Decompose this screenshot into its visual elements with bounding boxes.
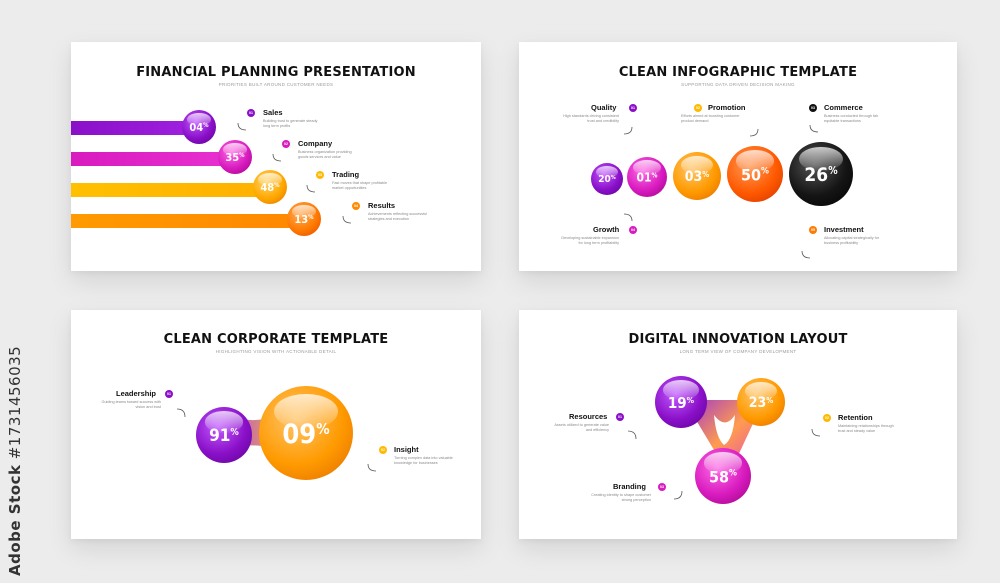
badge-investment: 05 xyxy=(809,226,817,234)
connector-curve xyxy=(306,184,316,193)
label-investment: Investment xyxy=(824,225,864,234)
slide-subtitle: SUPPORTING DATA DRIVEN DECISION MAKING xyxy=(681,82,795,87)
connector-curve xyxy=(342,215,352,224)
sphere-26: 26% xyxy=(789,142,853,206)
connector-curve xyxy=(623,213,633,222)
slide-financial-planning: FINANCIAL PLANNING PRESENTATION PRIORITI… xyxy=(71,42,481,271)
label-branding: Branding xyxy=(613,482,646,491)
slide-title: DIGITAL INNOVATION LAYOUT xyxy=(628,332,848,347)
connector-curve xyxy=(623,126,633,135)
badge-insight: 02 xyxy=(379,446,387,454)
slide-title: FINANCIAL PLANNING PRESENTATION xyxy=(136,65,416,80)
label-sales: Sales xyxy=(263,108,283,117)
desc-sales: Building trust to generate steady long t… xyxy=(263,119,318,128)
label-trading: Trading xyxy=(332,170,360,179)
badge-trading: 03 xyxy=(316,171,324,179)
desc-commerce: Business conducted through fair equitabl… xyxy=(824,114,879,123)
slide-title: CLEAN CORPORATE TEMPLATE xyxy=(163,332,389,347)
label-company: Company xyxy=(298,139,333,148)
sphere-91: 91% xyxy=(196,407,252,463)
stock-watermark-label: Adobe Stock #1731456035 xyxy=(6,336,26,576)
desc-leadership: Guiding teams toward success with vision… xyxy=(101,400,161,409)
label-commerce: Commerce xyxy=(824,103,863,112)
badge-growth: 04 xyxy=(629,226,637,234)
label-insight: Insight xyxy=(394,445,419,454)
desc-quality: High standards driving consistent trust … xyxy=(563,114,619,123)
connector-curve xyxy=(749,128,759,137)
desc-insight: Turning complex data into valuable knowl… xyxy=(394,456,453,465)
connector-curve xyxy=(673,490,683,500)
sphere-20: 20% xyxy=(591,163,623,195)
value-ball-sales: 04% xyxy=(182,110,216,144)
badge-promotion: 02 xyxy=(694,104,702,112)
slide-clean-infographic: CLEAN INFOGRAPHIC TEMPLATE SUPPORTING DA… xyxy=(519,42,957,271)
connector-curve xyxy=(811,428,821,437)
value-ball-trading: 48% xyxy=(253,170,287,204)
connector-curve xyxy=(801,250,811,259)
slide-title: CLEAN INFOGRAPHIC TEMPLATE xyxy=(618,65,858,80)
desc-trading: Fast moves that shape profitable market … xyxy=(332,181,388,190)
desc-company: Business organization providing goods se… xyxy=(298,150,352,159)
value-ball-results: 13% xyxy=(287,202,321,236)
badge-commerce: 03 xyxy=(809,104,817,112)
label-quality: Quality xyxy=(591,103,617,112)
desc-results: Achievements reflecting successful strat… xyxy=(368,212,428,221)
connector-curve xyxy=(627,430,637,440)
desc-retention: Maintaining relationships through trust … xyxy=(838,424,894,433)
slide-clean-corporate: CLEAN CORPORATE TEMPLATE HIGHLIGHTING VI… xyxy=(71,310,481,539)
sphere-50: 50% xyxy=(727,146,783,202)
desc-branding: Creating identity to shape customer stro… xyxy=(591,493,651,502)
slide-subtitle: PRIORITIES BUILT AROUND CUSTOMER NEEDS xyxy=(218,82,334,87)
slide-subtitle: HIGHLIGHTING VISION WITH ACTIONABLE DETA… xyxy=(215,349,337,354)
badge-company: 02 xyxy=(282,140,290,148)
sphere-23: 23% xyxy=(737,378,785,426)
slide-digital-innovation: DIGITAL INNOVATION LAYOUT LONG TERM VIEW… xyxy=(519,310,957,539)
bar-company xyxy=(71,152,233,166)
stock-brand-text: Adobe Stock xyxy=(6,464,24,576)
label-growth: Growth xyxy=(593,225,620,234)
label-resources: Resources xyxy=(569,412,608,421)
badge-leadership: 01 xyxy=(165,390,173,398)
badge-branding: 03 xyxy=(658,483,666,491)
label-leadership: Leadership xyxy=(116,389,157,398)
label-promotion: Promotion xyxy=(708,103,746,112)
sphere-09: 09% xyxy=(259,386,353,480)
connector-curve xyxy=(272,153,282,162)
badge-quality: 01 xyxy=(629,104,637,112)
label-results: Results xyxy=(368,201,396,210)
bar-sales xyxy=(71,121,196,135)
desc-resources: Assets utilized to generate value and ef… xyxy=(554,423,609,432)
label-retention: Retention xyxy=(838,413,873,422)
slide-subtitle: LONG TERM VIEW OF COMPANY DEVELOPMENT xyxy=(679,349,797,354)
connector-curve xyxy=(367,463,377,472)
desc-growth: Developing sustainable expansion for lon… xyxy=(561,236,619,245)
sphere-58: 58% xyxy=(695,448,751,504)
sphere-19: 19% xyxy=(655,376,707,428)
connector-curve xyxy=(809,124,819,133)
value-ball-company: 35% xyxy=(218,140,252,174)
desc-investment: Allocating capital strategically for bus… xyxy=(824,236,880,245)
sphere-01: 01% xyxy=(627,157,667,197)
sphere-03: 03% xyxy=(673,152,721,200)
badge-retention: 02 xyxy=(823,414,831,422)
bar-results xyxy=(71,214,301,228)
connector-curve xyxy=(176,408,186,418)
connector-curve xyxy=(237,122,247,131)
badge-sales: 01 xyxy=(247,109,255,117)
stock-id-text: #1731456035 xyxy=(6,345,24,460)
badge-results: 04 xyxy=(352,202,360,210)
desc-promotion: Efforts aimed at boosting customer produ… xyxy=(681,114,740,123)
badge-resources: 01 xyxy=(616,413,624,421)
bar-trading xyxy=(71,183,269,197)
